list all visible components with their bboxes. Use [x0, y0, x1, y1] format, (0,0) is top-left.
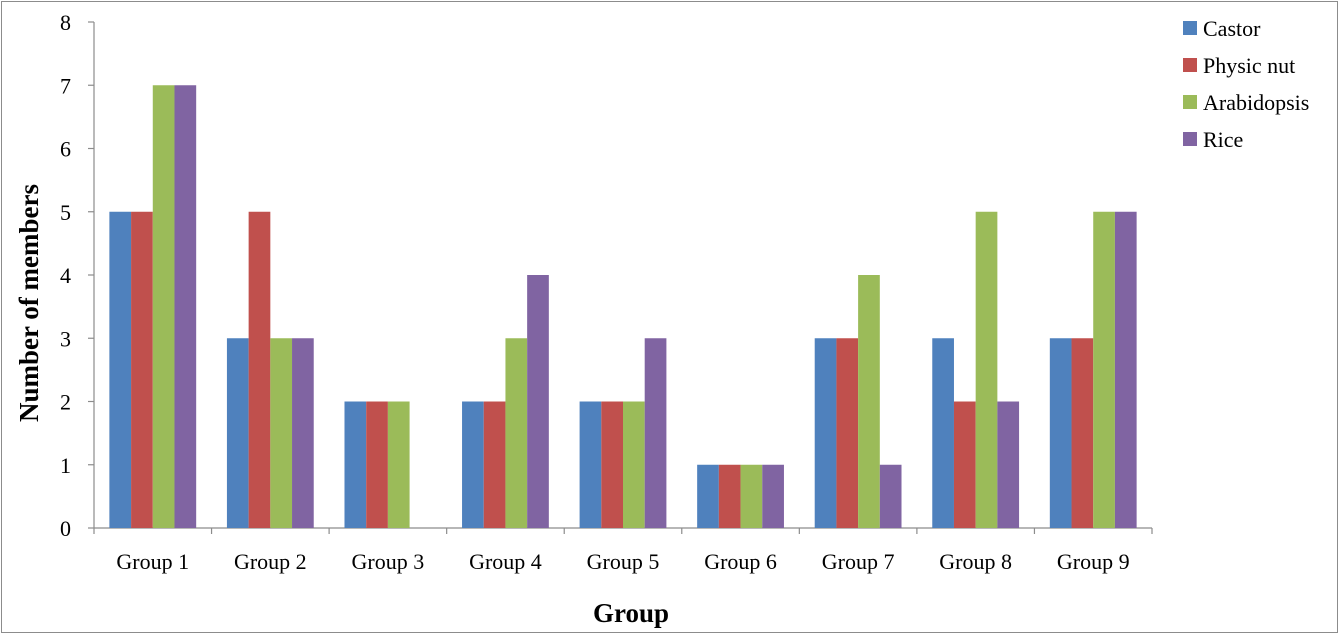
- y-tick-label: 6: [60, 137, 71, 162]
- bar-rice: [292, 338, 314, 528]
- x-tick-label: Group 8: [939, 549, 1012, 574]
- y-axis-title: Number of members: [14, 184, 44, 422]
- x-axis-title: Group: [593, 598, 669, 628]
- bar-rice: [762, 464, 784, 528]
- bar-castor: [932, 338, 954, 528]
- x-tick-label: Group 2: [234, 549, 307, 574]
- bar-physic-nut: [248, 211, 271, 528]
- bar-rice: [174, 85, 197, 528]
- bar-physic-nut: [483, 401, 506, 528]
- y-tick-label: 4: [60, 263, 71, 288]
- y-tick-label: 3: [60, 326, 71, 351]
- x-tick-label: Group 9: [1057, 549, 1130, 574]
- legend-label: Arabidopsis: [1203, 90, 1309, 115]
- bar-castor: [344, 401, 367, 528]
- bar-physic-nut: [1071, 338, 1094, 528]
- x-tick-label: Group 6: [704, 549, 777, 574]
- bar-physic-nut: [953, 401, 976, 528]
- bar-castor: [697, 464, 719, 528]
- y-tick-label: 2: [60, 390, 71, 415]
- bar-rice: [879, 464, 902, 528]
- bars: [109, 85, 1137, 528]
- x-tick-label: Group 5: [587, 549, 660, 574]
- bar-arabidopsis: [387, 401, 410, 528]
- bar-rice: [997, 401, 1020, 528]
- x-axis-ticks: Group 1 Group 2 Group 3 Group 4 Group 5 Group…: [93, 528, 1153, 574]
- bar-rice: [644, 338, 667, 528]
- bar-physic-nut: [601, 401, 623, 528]
- legend-label: Rice: [1203, 127, 1243, 152]
- bar-arabidopsis: [975, 211, 998, 528]
- y-tick-label: 1: [60, 453, 71, 478]
- bar-arabidopsis: [152, 85, 175, 528]
- legend-label: Physic nut: [1203, 53, 1295, 78]
- x-tick-label: Group 4: [469, 549, 542, 574]
- bar-physic-nut: [366, 401, 388, 528]
- bar-physic-nut: [718, 464, 741, 528]
- y-axis-ticks: 0 1 2 3 4 5 6 7 8: [60, 10, 94, 541]
- bar-castor: [109, 211, 132, 528]
- legend-swatch: [1183, 132, 1197, 146]
- bar-arabidopsis: [858, 275, 880, 528]
- bar-arabidopsis: [740, 464, 763, 528]
- bar-arabidopsis: [505, 338, 528, 528]
- bar-arabidopsis: [270, 338, 293, 528]
- bar-castor: [462, 401, 484, 528]
- x-tick-label: Group 7: [822, 549, 895, 574]
- y-tick-label: 7: [60, 73, 71, 98]
- x-tick-label: Group 3: [352, 549, 425, 574]
- bar-arabidopsis: [623, 401, 645, 528]
- bar-arabidopsis: [1093, 211, 1115, 528]
- bar-castor: [226, 338, 249, 528]
- bar-rice: [527, 275, 549, 528]
- y-tick-label: 8: [60, 10, 71, 35]
- y-tick-label: 5: [60, 200, 71, 225]
- bar-physic-nut: [836, 338, 859, 528]
- bar-castor: [814, 338, 837, 528]
- y-tick-label: 0: [60, 516, 71, 541]
- bar-castor: [1049, 338, 1072, 528]
- legend-swatch: [1183, 95, 1197, 109]
- bar-rice: [1114, 211, 1137, 528]
- legend-swatch: [1183, 58, 1197, 72]
- legend-label: Castor: [1203, 16, 1261, 41]
- legend-swatch: [1183, 21, 1197, 35]
- legend: Castor Physic nut Arabidopsis Rice: [1183, 16, 1309, 152]
- bar-castor: [579, 401, 602, 528]
- bar-physic-nut: [131, 211, 153, 528]
- x-tick-label: Group 1: [116, 549, 189, 574]
